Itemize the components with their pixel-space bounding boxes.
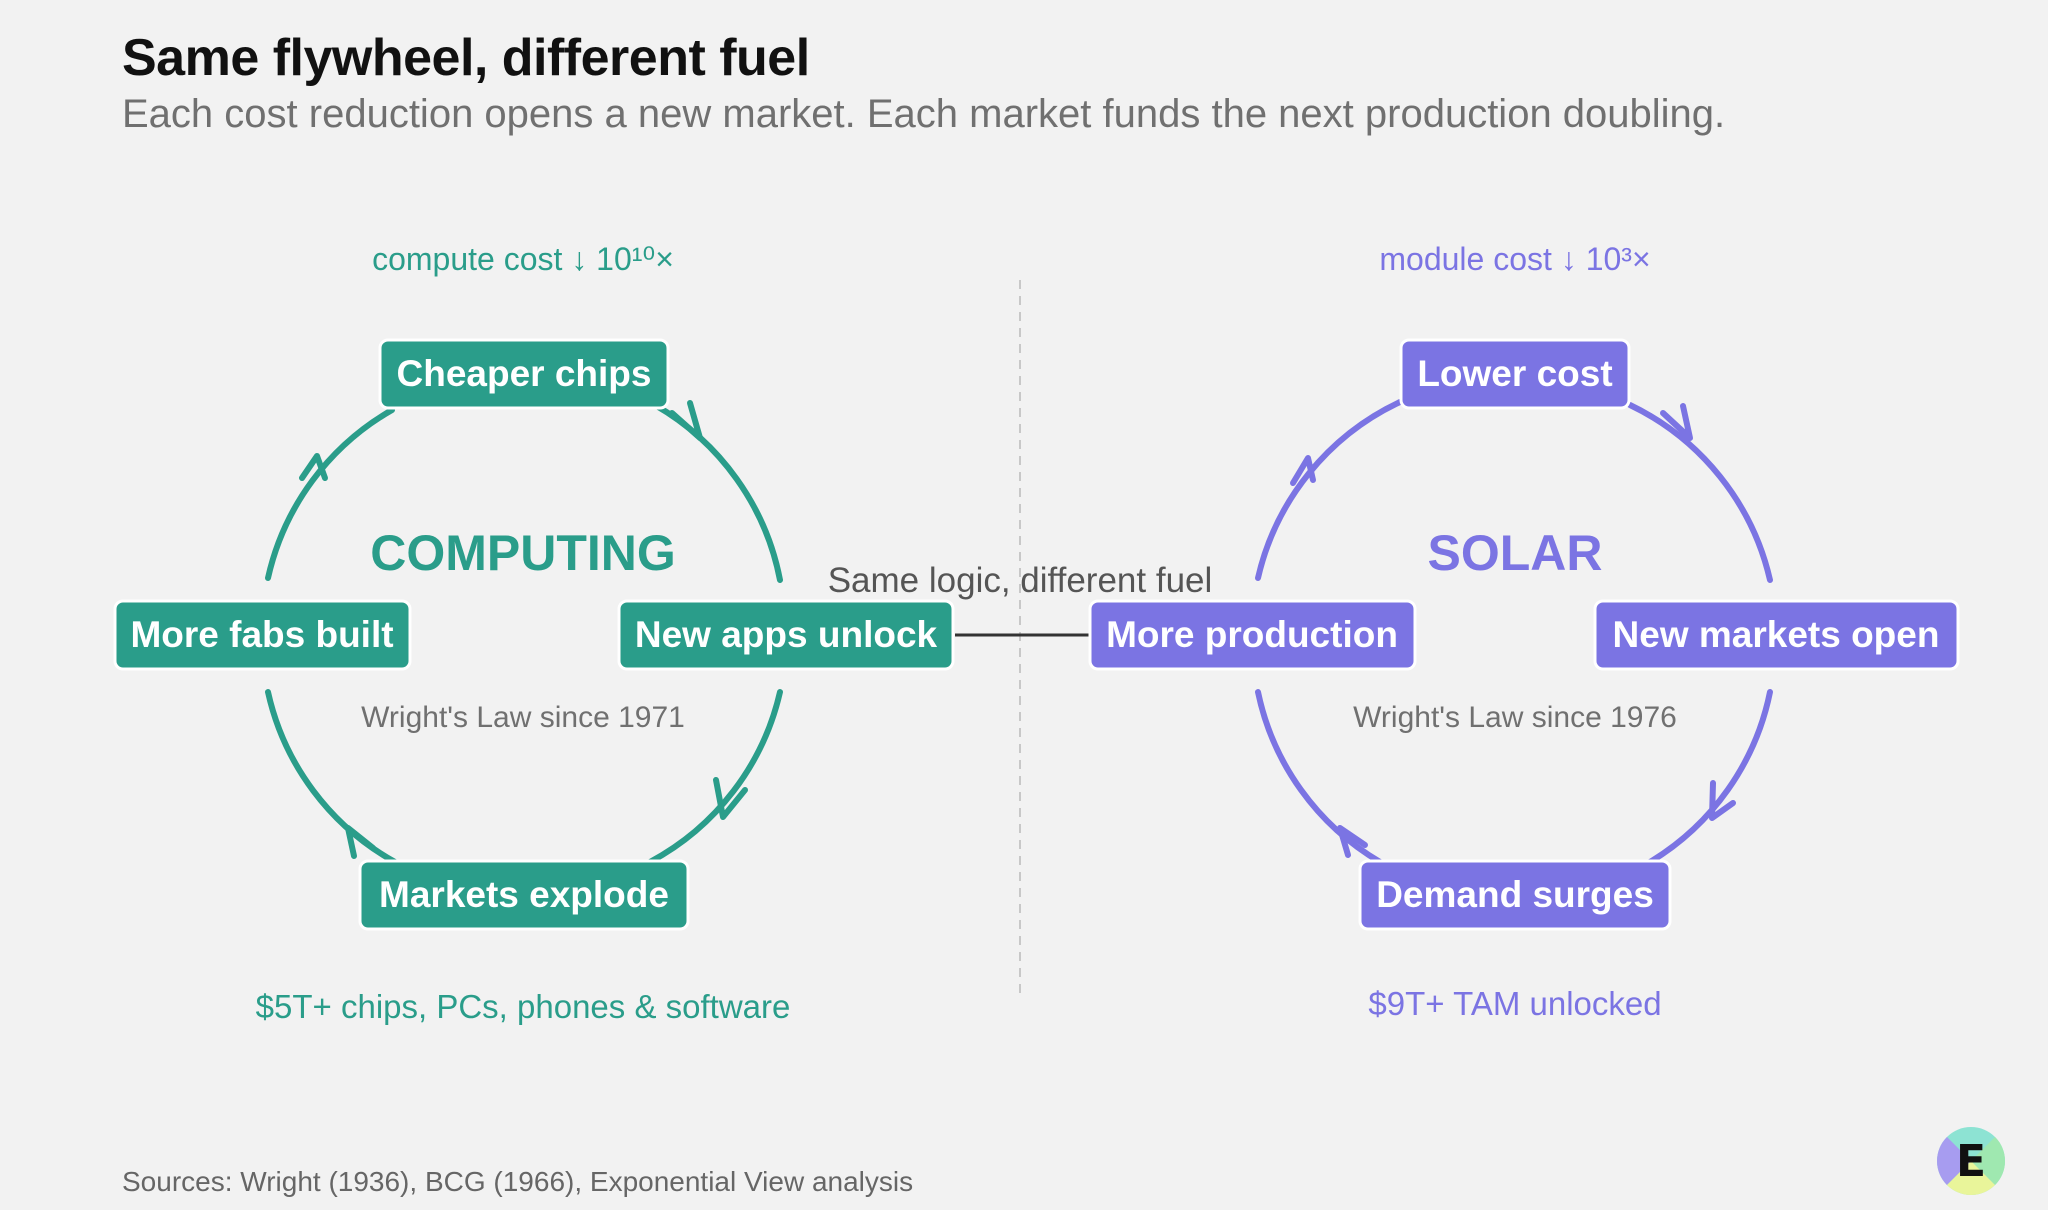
solar-node-right: New markets open bbox=[1593, 599, 1960, 671]
solar-market-label: $9T+ TAM unlocked bbox=[1368, 985, 1661, 1022]
solar-arc-bottom-left bbox=[1255, 689, 1383, 865]
exponential-view-logo-icon: E bbox=[1937, 1127, 2005, 1195]
computing-arrow-icon bbox=[299, 453, 328, 481]
node-box bbox=[113, 599, 412, 671]
solar-arc-top-left bbox=[1255, 399, 1403, 581]
node-box bbox=[378, 338, 670, 410]
page-subtitle: Each cost reduction opens a new market. … bbox=[122, 92, 1726, 136]
node-label: More production bbox=[1106, 614, 1398, 655]
node-label: New markets open bbox=[1613, 614, 1940, 655]
computing-arrowheads bbox=[299, 400, 748, 859]
solar-node-left: More production bbox=[1088, 599, 1417, 671]
computing-arc-bottom-right bbox=[647, 689, 783, 865]
computing-arrow-icon bbox=[669, 400, 703, 441]
computing-node-top: Cheaper chips bbox=[378, 338, 670, 410]
solar-arrowheads bbox=[1290, 403, 1736, 858]
node-label: Demand surges bbox=[1376, 874, 1654, 915]
computing-wheel-name: COMPUTING bbox=[370, 525, 676, 581]
computing-arrow-icon bbox=[345, 825, 376, 859]
solar-cost-label: module cost ↓ 10³× bbox=[1379, 241, 1650, 277]
node-box bbox=[358, 859, 690, 931]
connector-label: Same logic, different fuel bbox=[828, 561, 1213, 600]
solar-wheel-name: SOLAR bbox=[1428, 525, 1603, 581]
node-box bbox=[1399, 338, 1631, 410]
page-title: Same flywheel, different fuel bbox=[122, 29, 810, 87]
node-label: Lower cost bbox=[1417, 353, 1612, 394]
computing-node-bottom: Markets explode bbox=[358, 859, 690, 931]
solar-arrow-icon bbox=[1290, 455, 1316, 486]
solar-node-bottom: Demand surges bbox=[1358, 859, 1672, 931]
logo-letter: E bbox=[1956, 1136, 1986, 1187]
computing-arc-top-left bbox=[265, 407, 395, 581]
node-label: New apps unlock bbox=[635, 614, 938, 655]
solar-arrow-icon bbox=[1660, 403, 1693, 441]
node-label: More fabs built bbox=[130, 614, 393, 655]
node-box bbox=[1088, 599, 1417, 671]
node-box bbox=[1358, 859, 1672, 931]
node-box bbox=[1593, 599, 1960, 671]
computing-node-right: New apps unlock bbox=[617, 599, 955, 671]
node-label: Markets explode bbox=[379, 874, 669, 915]
solar-arrow-icon bbox=[1337, 825, 1368, 858]
computing-node-left: More fabs built bbox=[113, 599, 412, 671]
solar-inner-label: Wright's Law since 1976 bbox=[1353, 701, 1677, 734]
solar-node-top: Lower cost bbox=[1399, 338, 1631, 410]
sources-note: Sources: Wright (1936), BCG (1966), Expo… bbox=[122, 1166, 914, 1197]
solar-arc-top-right bbox=[1627, 402, 1773, 583]
computing-arrow-icon bbox=[713, 777, 748, 820]
node-label: Cheaper chips bbox=[397, 353, 652, 394]
node-box bbox=[617, 599, 955, 671]
computing-market-label: $5T+ chips, PCs, phones & software bbox=[256, 988, 791, 1025]
computing-cost-label: compute cost ↓ 10¹⁰× bbox=[372, 241, 674, 277]
computing-inner-label: Wright's Law since 1971 bbox=[361, 701, 685, 734]
computing-wheel: compute cost ↓ 10¹⁰× COMPUTING Wright's … bbox=[113, 241, 955, 1025]
solar-arc-bottom-right bbox=[1647, 689, 1773, 865]
solar-wheel: module cost ↓ 10³× SOLAR Wright's Law si… bbox=[1088, 241, 1960, 1022]
solar-arrow-icon bbox=[1709, 780, 1736, 821]
